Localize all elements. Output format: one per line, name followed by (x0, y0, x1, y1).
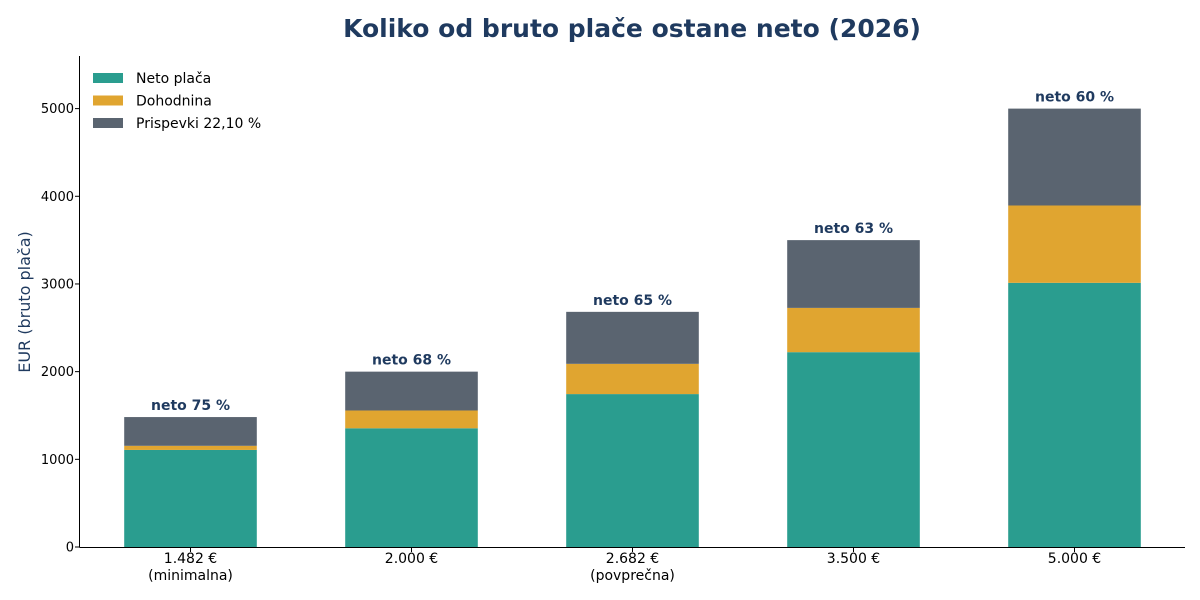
data-label: neto 60 % (1035, 90, 1114, 106)
legend-label: Prispevki 22,10 % (136, 116, 261, 132)
x-tick-label: 2.682 € (606, 551, 659, 567)
bar-segment (345, 428, 478, 547)
bar-segment (787, 307, 920, 353)
y-tick-label: 0 (66, 541, 74, 556)
x-tick-label: (minimalna) (148, 568, 233, 584)
bar-segment (1008, 282, 1141, 547)
bar-segment (1008, 205, 1141, 283)
chart-title: Koliko od bruto plače ostane neto (2026) (343, 14, 921, 43)
data-label: neto 63 % (814, 221, 893, 237)
bar-segment (1008, 108, 1141, 206)
legend-swatch (93, 95, 123, 106)
bar-segment (124, 417, 257, 446)
x-tick-label: 1.482 € (164, 551, 217, 567)
x-tick-label: 5.000 € (1048, 551, 1101, 567)
x-tick-label: (povprečna) (590, 568, 675, 584)
y-tick-label: 3000 (41, 277, 74, 292)
data-label: neto 75 % (151, 398, 230, 414)
data-labels-group: neto 75 % neto 68 % neto 65 % neto 63 % neto… (151, 90, 1114, 414)
x-ticks-group: 1.482 €(minimalna) 2.000 € 2.682 €(povpreč… (148, 547, 1101, 584)
legend-swatch (93, 73, 123, 83)
bar-segment (345, 371, 478, 411)
data-label: neto 65 % (593, 293, 672, 309)
x-tick-label: 2.000 € (385, 551, 438, 567)
y-tick-label: 2000 (41, 365, 74, 380)
legend-label: Neto plača (136, 71, 211, 87)
y-ticks-group: 0 1000 2000 3000 4000 5000 (41, 102, 80, 556)
bar-segment (787, 240, 920, 308)
data-label: neto 68 % (372, 353, 451, 369)
bar-segment (124, 449, 257, 547)
bar-segment (566, 363, 699, 395)
x-tick-label: 3.500 € (827, 551, 880, 567)
bar-segment (566, 311, 699, 364)
bar-segment (345, 410, 478, 429)
bar-segment (787, 352, 920, 547)
y-tick-label: 1000 (41, 453, 74, 468)
bar-segment (124, 445, 257, 450)
legend-label: Dohodnina (136, 94, 212, 110)
bar-segment (566, 394, 699, 547)
legend: Neto plača Dohodnina Prispevki 22,10 % (93, 71, 261, 132)
y-axis-label: EUR (bruto plača) (15, 231, 34, 373)
legend-swatch (93, 118, 123, 128)
y-tick-label: 4000 (41, 190, 74, 205)
y-tick-label: 5000 (41, 102, 74, 117)
bars-group (124, 108, 1141, 547)
